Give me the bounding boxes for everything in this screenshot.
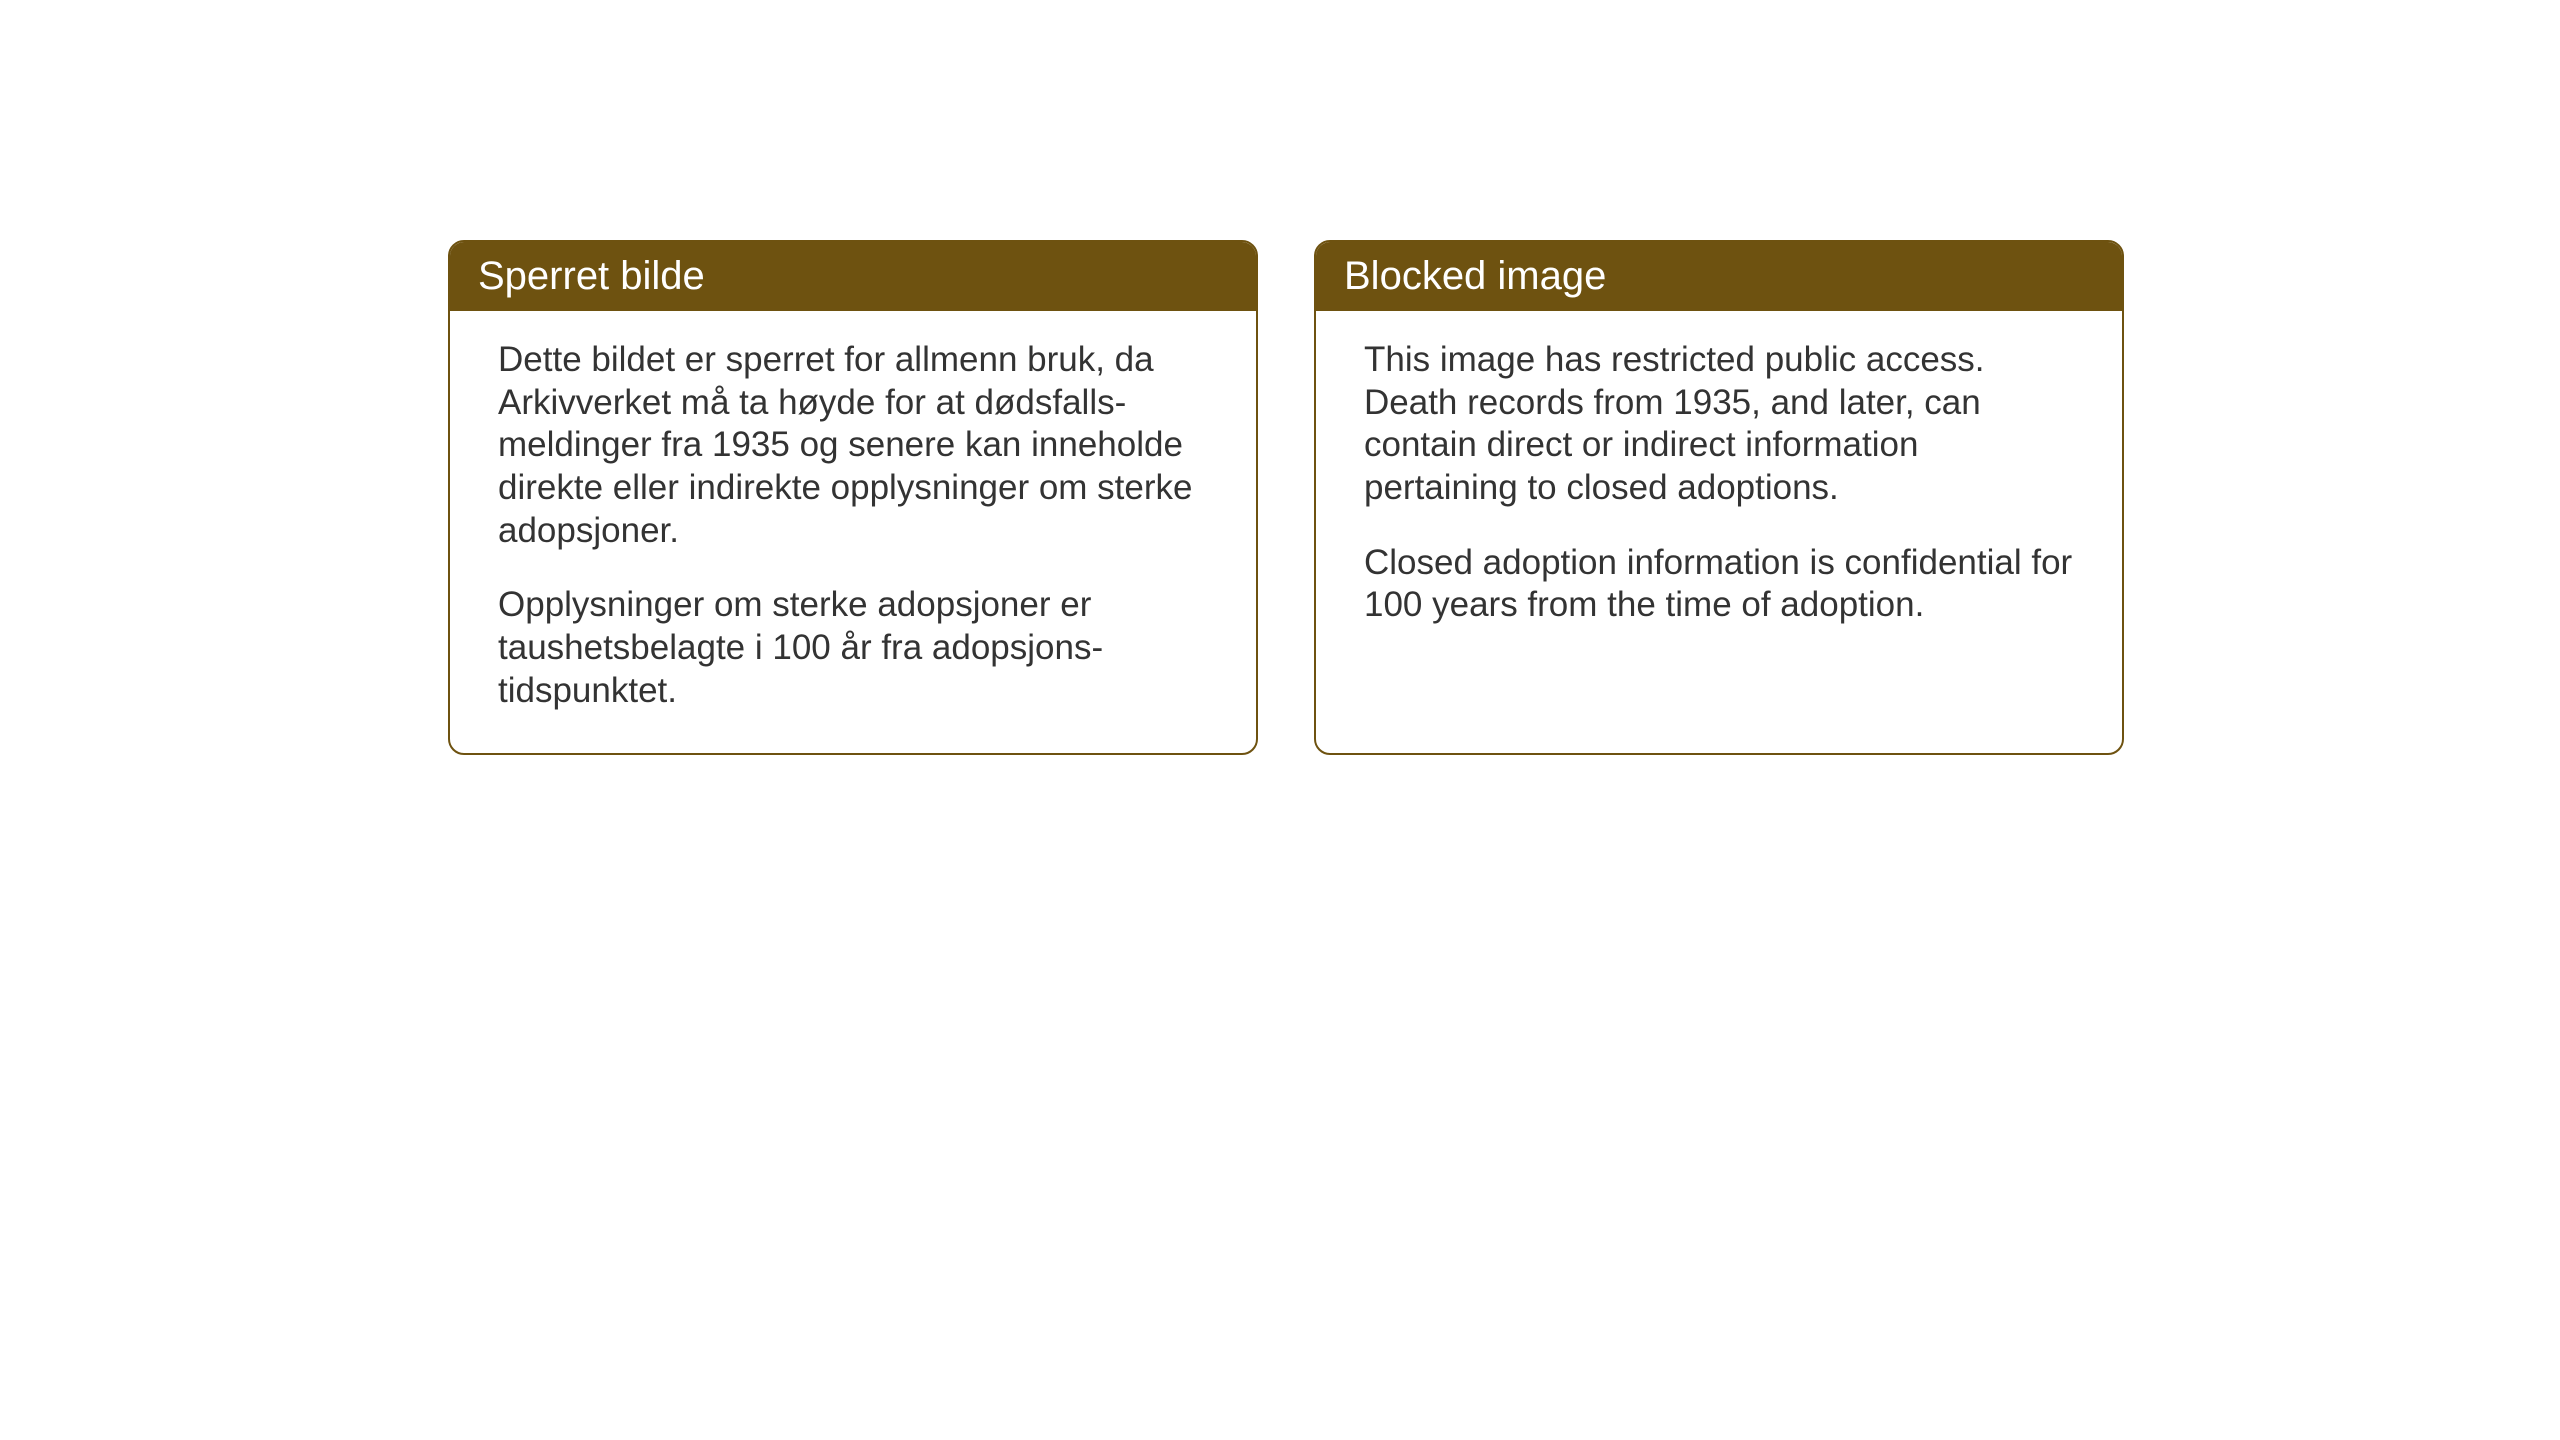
paragraph-norwegian-1: Dette bildet er sperret for allmenn bruk… <box>498 339 1208 552</box>
paragraph-english-2: Closed adoption information is confident… <box>1364 542 2074 627</box>
card-title-english: Blocked image <box>1344 254 1606 298</box>
card-body-english: This image has restricted public access.… <box>1316 311 2122 731</box>
notice-card-english: Blocked image This image has restricted … <box>1314 240 2124 755</box>
paragraph-english-1: This image has restricted public access.… <box>1364 339 2074 510</box>
notice-container: Sperret bilde Dette bildet er sperret fo… <box>448 240 2124 755</box>
card-header-english: Blocked image <box>1316 242 2122 311</box>
paragraph-norwegian-2: Opplysninger om sterke adopsjoner er tau… <box>498 584 1208 712</box>
notice-card-norwegian: Sperret bilde Dette bildet er sperret fo… <box>448 240 1258 755</box>
card-header-norwegian: Sperret bilde <box>450 242 1256 311</box>
card-body-norwegian: Dette bildet er sperret for allmenn bruk… <box>450 311 1256 753</box>
card-title-norwegian: Sperret bilde <box>478 254 705 298</box>
